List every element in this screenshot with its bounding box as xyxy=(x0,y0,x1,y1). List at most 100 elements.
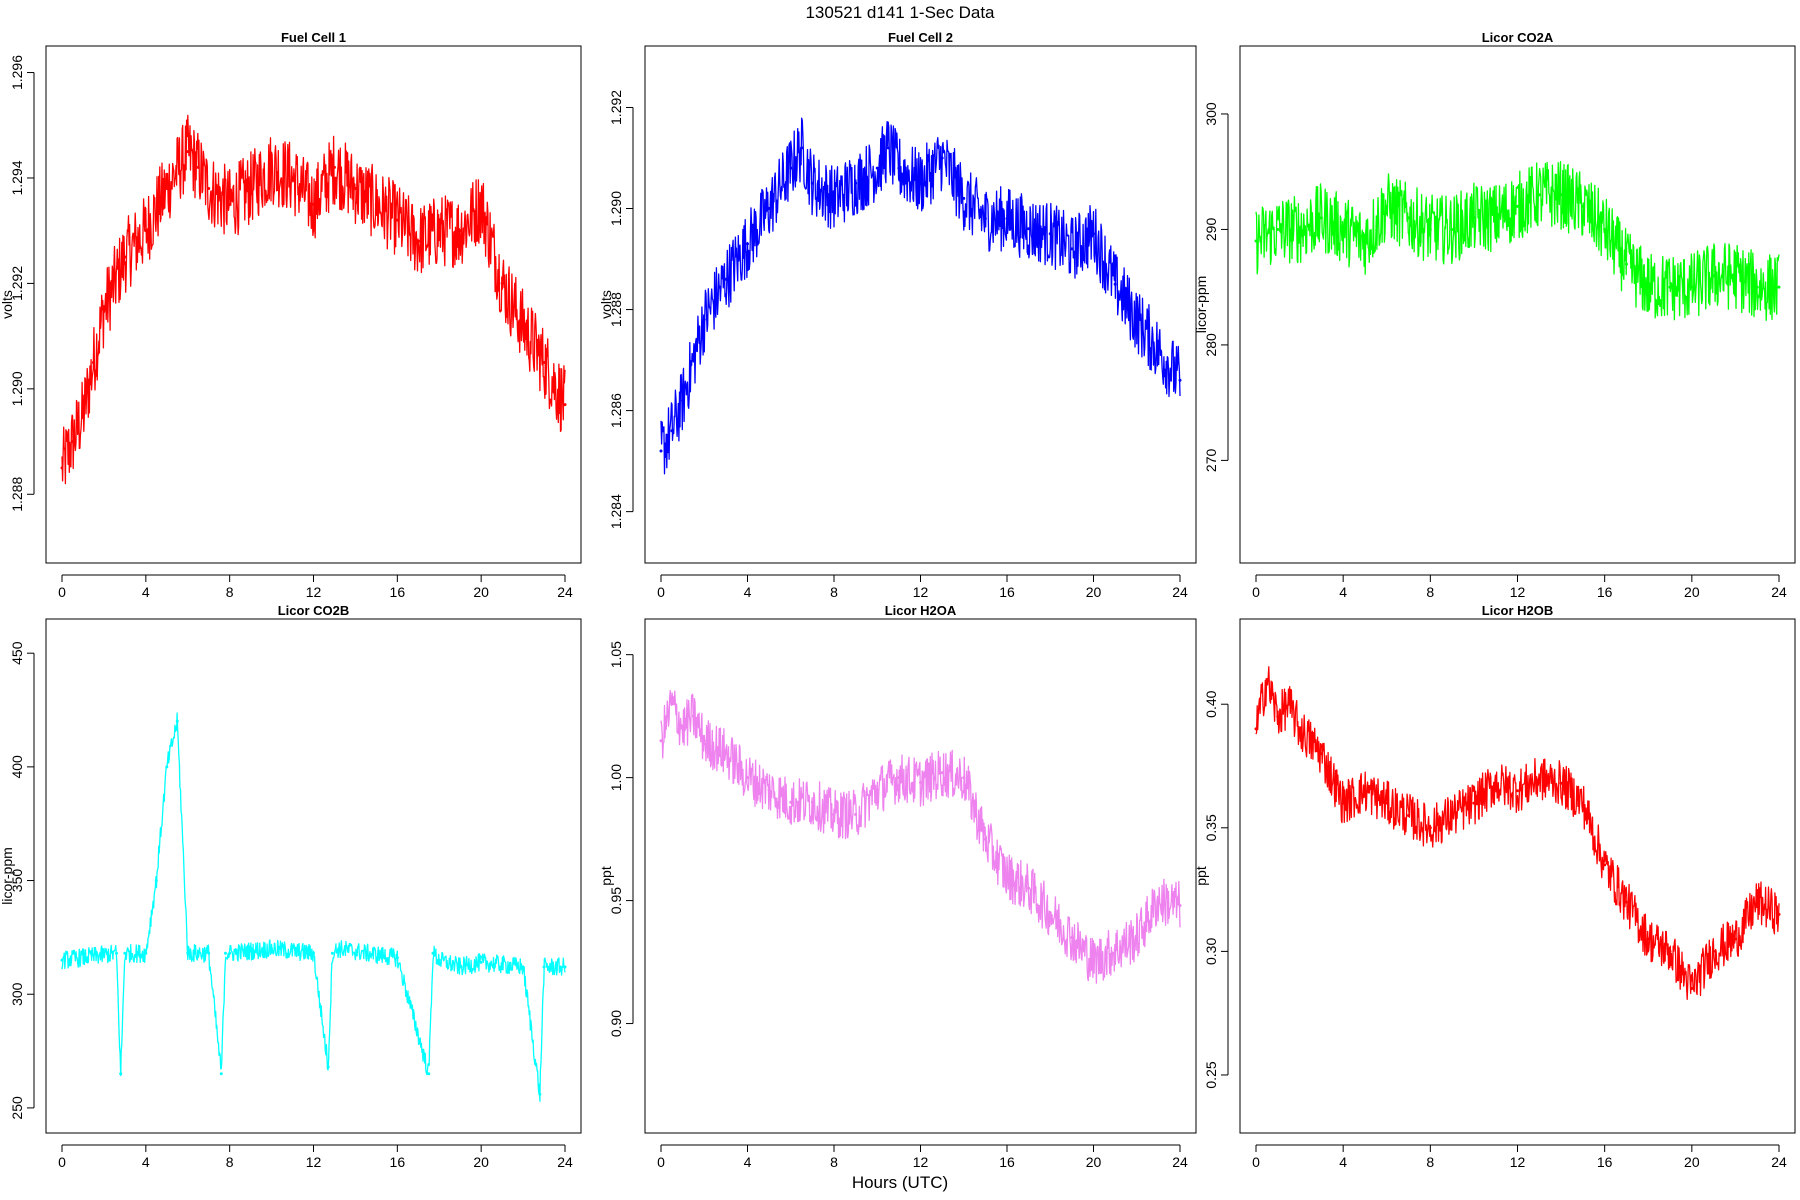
data-point xyxy=(1407,813,1411,817)
data-point xyxy=(962,776,966,780)
data-point xyxy=(875,166,879,170)
data-point xyxy=(563,965,567,969)
data-point xyxy=(1690,285,1694,289)
data-point xyxy=(1450,227,1454,231)
y-axis-label: licor-ppm xyxy=(1193,276,1209,334)
data-point xyxy=(1027,886,1031,890)
data-point xyxy=(431,951,435,955)
data-point xyxy=(670,429,674,433)
data-point xyxy=(291,176,295,180)
data-point xyxy=(1135,318,1139,322)
y-tick-label: 250 xyxy=(9,1096,25,1120)
data-point xyxy=(81,413,85,417)
data-point xyxy=(186,150,190,154)
data-point xyxy=(1603,863,1607,867)
y-tick-label: 290 xyxy=(1203,218,1219,242)
x-tick-label: 16 xyxy=(1597,1154,1613,1170)
series-line xyxy=(660,690,1181,984)
figure-title: 130521 d141 1-Sec Data xyxy=(805,3,995,22)
plot-frame xyxy=(1239,45,1796,564)
data-point xyxy=(521,324,525,328)
x-tick-label: 4 xyxy=(142,1154,150,1170)
data-point xyxy=(724,277,728,281)
y-axis-label: ppt xyxy=(598,866,614,886)
data-point xyxy=(897,776,901,780)
y-axis-label: ppt xyxy=(1193,866,1209,886)
x-tick-label: 0 xyxy=(657,1154,665,1170)
data-point xyxy=(123,255,127,259)
data-point xyxy=(746,242,749,246)
chart-title: Fuel Cell 1 xyxy=(281,30,346,45)
y-tick-label: 1.290 xyxy=(9,371,25,406)
y-tick-label: 1.292 xyxy=(608,90,624,125)
data-point xyxy=(1254,727,1258,731)
data-point xyxy=(919,181,922,185)
x-tick-label: 16 xyxy=(1597,584,1613,600)
x-tick-label: 12 xyxy=(1510,584,1526,600)
x-tick-label: 12 xyxy=(306,584,322,600)
y-tick-label: 0.95 xyxy=(608,887,624,914)
data-point xyxy=(1385,204,1389,208)
x-tick-label: 24 xyxy=(1172,1154,1188,1170)
data-point xyxy=(1755,900,1759,904)
x-tick-label: 0 xyxy=(58,584,66,600)
data-point xyxy=(270,165,274,169)
y-tick-label: 1.286 xyxy=(608,393,624,428)
data-point xyxy=(165,765,169,769)
y-tick-label: 1.00 xyxy=(608,764,624,791)
data-point xyxy=(207,951,211,955)
data-point xyxy=(767,207,771,211)
data-point xyxy=(789,166,793,170)
data-point xyxy=(983,217,987,221)
data-point xyxy=(123,951,127,955)
x-tick-label: 4 xyxy=(744,584,752,600)
data-point xyxy=(919,781,922,785)
chart-title: Licor CO2A xyxy=(1482,30,1554,45)
y-axis-label: volts xyxy=(598,290,614,319)
data-point xyxy=(395,956,399,960)
data-point xyxy=(767,788,771,792)
data-point xyxy=(875,788,879,792)
data-point xyxy=(337,947,341,951)
x-axis-title: Hours (UTC) xyxy=(852,1173,948,1192)
data-point xyxy=(962,196,966,200)
data-point xyxy=(691,358,695,362)
data-point xyxy=(437,958,441,962)
data-point xyxy=(1135,935,1139,939)
x-tick-label: 8 xyxy=(226,1154,234,1170)
data-point xyxy=(1646,285,1650,289)
data-point xyxy=(1341,227,1345,231)
chart-title: Fuel Cell 2 xyxy=(888,30,953,45)
data-point xyxy=(270,947,274,951)
data-point xyxy=(1777,912,1781,916)
data-point xyxy=(479,960,483,964)
data-point xyxy=(681,726,685,730)
data-point xyxy=(326,1065,330,1069)
y-tick-label: 300 xyxy=(1203,102,1219,126)
chart-panel: Fuel Cell 2 volts 0 4 8 12 16 20 24 1.284 1.286 1.2… xyxy=(598,30,1197,600)
data-point xyxy=(1363,789,1367,793)
data-point xyxy=(1755,285,1759,289)
data-point xyxy=(207,187,211,191)
x-tick-label: 20 xyxy=(1086,1154,1102,1170)
y-tick-label: 0.40 xyxy=(1203,690,1219,717)
data-point xyxy=(1733,274,1737,278)
data-point xyxy=(1113,948,1117,952)
y-tick-label: 1.288 xyxy=(608,292,624,327)
data-point xyxy=(1450,813,1454,817)
data-point xyxy=(374,202,378,206)
data-point xyxy=(1537,193,1541,197)
series-line xyxy=(1255,666,1780,1000)
data-point xyxy=(395,218,399,222)
data-point xyxy=(542,360,546,364)
series-line xyxy=(1255,161,1780,321)
chart-panel: Licor H2OA ppt 0 4 8 12 16 20 24 0.90 0.95 1.00 1.05 xyxy=(598,603,1197,1170)
y-tick-label: 450 xyxy=(9,641,25,665)
x-tick-label: 16 xyxy=(999,1154,1015,1170)
data-point xyxy=(940,156,944,160)
data-point xyxy=(416,239,420,243)
x-tick-label: 12 xyxy=(913,1154,929,1170)
data-point xyxy=(228,202,232,206)
data-point xyxy=(1319,752,1323,756)
data-point xyxy=(196,165,200,169)
